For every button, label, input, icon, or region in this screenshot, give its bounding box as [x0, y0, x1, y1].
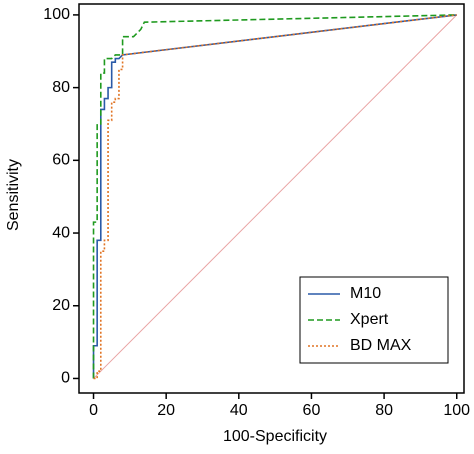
roc-curve — [93, 14, 457, 380]
x-tick-label: 80 — [375, 402, 393, 419]
reference-line — [93, 14, 458, 379]
roc-curve — [92, 14, 457, 379]
x-tick-label: 60 — [303, 402, 321, 419]
roc-curve — [92, 14, 457, 379]
x-axis-title: 100-Specificity — [223, 428, 327, 445]
legend-label: Xpert — [350, 311, 389, 328]
legend-box — [299, 276, 449, 364]
y-tick-label: 0 — [61, 370, 70, 387]
y-tick-label: 20 — [52, 297, 70, 314]
legend-label: M10 — [350, 285, 381, 302]
legend-label: BD MAX — [350, 337, 412, 354]
y-tick-label: 40 — [52, 224, 70, 241]
x-tick-label: 0 — [89, 402, 98, 419]
x-tick-label: 100 — [443, 402, 470, 419]
plot-frame — [78, 3, 465, 394]
x-tick-label: 40 — [230, 402, 248, 419]
y-tick-label: 100 — [43, 6, 70, 23]
y-tick-label: 80 — [52, 79, 70, 96]
y-axis-title: Sensitivity — [5, 159, 22, 231]
y-tick-label: 60 — [52, 152, 70, 169]
x-tick-label: 20 — [157, 402, 175, 419]
